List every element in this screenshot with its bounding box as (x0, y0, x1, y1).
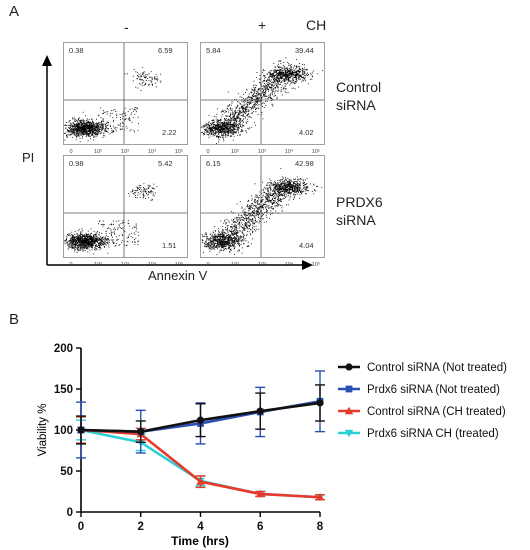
x-axis-title: Time (hrs) (171, 534, 229, 548)
scatter-canvas: 0 10² 10³ 10⁴ 10⁵ (200, 155, 325, 268)
x-tick-label: 10⁵ (312, 261, 320, 268)
data-point (256, 489, 265, 498)
x-tick-label: 10⁴ (285, 261, 294, 268)
flow-plot-control-treated: 0 10² 10³ 10⁴ 10⁵ 5.84 39.44 50.70 4.02 (200, 42, 325, 159)
legend-item: Prdx6 siRNA CH (treated) (338, 428, 499, 440)
flow-plot-prdx6-untreated: 0 10² 10³ 10⁴ 10⁵ 0.98 5.42 92.08 1.51 (63, 155, 188, 272)
quadrant-lr: 1.51 (162, 241, 177, 250)
panel-label-b: B (9, 311, 20, 328)
row-label-prdx6: PRDX6 siRNA (336, 193, 383, 229)
scatter-canvas: 0 10² 10³ 10⁴ 10⁵ (200, 42, 325, 155)
events (64, 183, 158, 255)
x-tick-label: 10⁵ (175, 261, 183, 268)
quadrant-ll: 92.08 (69, 241, 88, 250)
x-tick-label: 10³ (258, 262, 266, 268)
legend-label: Prdx6 siRNA CH (treated) (367, 428, 499, 440)
flow-plot-control-untreated: 0 10² 10³ 10⁴ 10⁵ 0.38 6.59 90.81 2.22 (63, 42, 188, 159)
x-tick-label: 10³ (121, 262, 129, 268)
x-axis-label-annexin: Annexin V (148, 268, 208, 283)
legend-label: Prdx6 siRNA (Not treated) (367, 384, 500, 396)
flow-axes-arrows (42, 55, 313, 270)
column-header-untreated: - (124, 19, 129, 35)
x-tick-label: 8 (317, 521, 324, 533)
row-label-control-line1: Control (336, 79, 382, 95)
legend-label: Control siRNA (CH treated) (367, 406, 506, 418)
legend-label: Control siRNA (Not treated) (367, 362, 507, 374)
legend-item: Prdx6 siRNA (Not treated) (338, 384, 500, 396)
y-axis-title: Viability % (37, 404, 49, 457)
data-point (137, 428, 145, 436)
y-tick-label: 200 (54, 343, 73, 355)
quadrant-lr: 4.02 (299, 128, 314, 137)
quadrant-ul: 0.38 (69, 46, 84, 55)
x-tick-label: 0 (206, 149, 209, 155)
legend-swatch-marker (344, 429, 354, 438)
data-point (256, 407, 264, 415)
x-tick-label: 10³ (121, 149, 129, 155)
series-control-sirna-not-treated- (76, 384, 325, 445)
quadrant-ur: 5.42 (158, 159, 173, 168)
quadrant-ul: 6.15 (206, 159, 221, 168)
scatter-canvas: 0 10² 10³ 10⁴ 10⁵ (63, 155, 188, 268)
x-tick-label: 10⁴ (148, 261, 157, 268)
x-tick-label: 10² (231, 149, 239, 155)
y-tick-label: 0 (67, 507, 73, 519)
data-point (196, 477, 205, 485)
data-point (77, 426, 85, 434)
legend-swatch-marker (345, 385, 353, 393)
legend-item: Control siRNA (CH treated) (338, 406, 506, 418)
events (64, 66, 162, 143)
y-tick-label: 150 (54, 384, 73, 396)
x-tick-label: 10³ (258, 149, 266, 155)
row-label-control-line2: siRNA (336, 97, 376, 113)
x-tick-label: 4 (197, 521, 204, 533)
panel-label-a: A (9, 3, 20, 20)
x-tick-label: 10² (94, 262, 102, 268)
column-header-treated: + (258, 17, 267, 33)
data-point (315, 493, 325, 501)
quadrant-ul: 5.84 (206, 46, 221, 55)
y-tick-label: 50 (60, 466, 73, 478)
events (201, 57, 324, 144)
x-tick-label: 10² (94, 149, 102, 155)
data-point (316, 399, 324, 407)
row-label-prdx6-line1: PRDX6 (336, 194, 383, 210)
legend-swatch-marker (345, 363, 353, 371)
quadrant-lr: 4.04 (299, 241, 314, 250)
x-tick-label: 0 (69, 262, 72, 268)
row-label-prdx6-line2: siRNA (336, 212, 376, 228)
x-tick-label: 10⁴ (285, 148, 294, 155)
quadrant-ll: 46.83 (206, 241, 225, 250)
flow-plot-prdx6-treated: 0 10² 10³ 10⁴ 10⁵ 6.15 42.98 46.83 4.04 (200, 155, 325, 272)
y-axis-label-pi: PI (22, 150, 35, 165)
treatment-label: CH (306, 17, 327, 33)
data-point (196, 416, 205, 424)
quadrant-ur: 39.44 (295, 46, 314, 55)
viability-line-chart: 0 50 100 150 200 0 2 4 6 8 Time (hrs) Viability %… (37, 343, 507, 548)
x-tick-label: 0 (69, 149, 72, 155)
x-tick-label: 10⁵ (312, 148, 320, 155)
x-tick-label: 10⁵ (175, 148, 183, 155)
quadrant-ur: 6.59 (158, 46, 173, 55)
quadrant-ur: 42.98 (295, 159, 314, 168)
y-tick-label: 100 (54, 425, 73, 437)
x-tick-label: 10² (231, 262, 239, 268)
legend-item: Control siRNA (Not treated) (338, 362, 507, 374)
row-label-control: Control siRNA (336, 78, 381, 114)
x-tick-label: 6 (257, 521, 263, 533)
x-tick-label: 0 (78, 521, 84, 533)
quadrant-lr: 2.22 (162, 128, 177, 137)
x-tick-label: 2 (138, 521, 144, 533)
quadrant-ll: 90.81 (69, 128, 88, 137)
x-tick-label: 0 (206, 262, 209, 268)
scatter-canvas: 0 10² 10³ 10⁴ 10⁵ (63, 42, 188, 155)
quadrant-ll: 50.70 (206, 128, 225, 137)
legend-swatch-marker (344, 406, 354, 415)
x-tick-label: 10⁴ (148, 148, 157, 155)
quadrant-ul: 0.98 (69, 159, 84, 168)
